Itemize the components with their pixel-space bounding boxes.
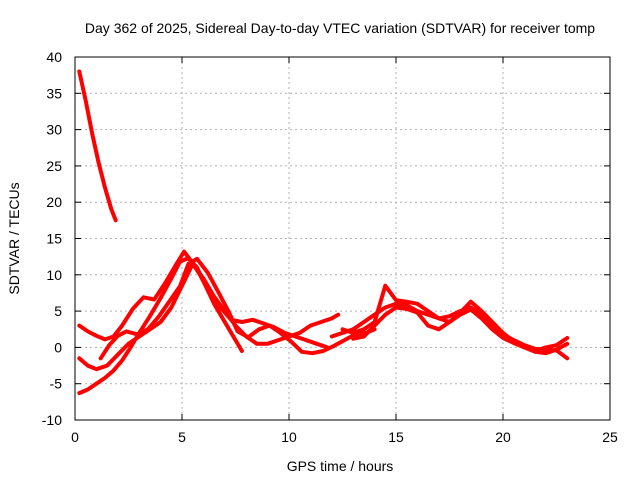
- y-tick-label: 40: [46, 49, 62, 65]
- y-tick-label: 25: [46, 158, 62, 174]
- y-tick-label: 30: [46, 122, 62, 138]
- y-tick-label: 5: [54, 303, 62, 319]
- y-tick-label: -5: [50, 376, 63, 392]
- series-track-3: [77, 261, 341, 372]
- x-tick-label: 0: [71, 429, 79, 445]
- x-tick-label: 10: [281, 429, 297, 445]
- series-track-5: [98, 256, 377, 361]
- x-axis-label: GPS time / hours: [287, 458, 394, 474]
- x-tick-label: 25: [602, 429, 618, 445]
- x-tick-label: 20: [495, 429, 511, 445]
- chart-title: Day 362 of 2025, Sidereal Day-to-day VTE…: [85, 20, 595, 36]
- series-track-8: [351, 305, 570, 356]
- y-tick-label: 20: [46, 194, 62, 210]
- y-tick-label: -10: [42, 412, 62, 428]
- grid-lines: [75, 57, 610, 420]
- y-tick-label: 0: [54, 339, 62, 355]
- y-tick-label: 10: [46, 267, 62, 283]
- series-track-2: [77, 256, 244, 396]
- data-series: [77, 69, 570, 396]
- series-track-4: [77, 249, 330, 350]
- y-tick-label: 15: [46, 231, 62, 247]
- y-axis-label: SDTVAR / TECUs: [6, 182, 22, 294]
- series-track-1: [77, 69, 118, 223]
- y-tick-label: 35: [46, 85, 62, 101]
- axis-ticks: 0 5 10 15 20 25 -10 -5 0 5 10 15 20 25 30 35 40: [42, 49, 618, 445]
- x-tick-label: 5: [178, 429, 186, 445]
- x-tick-label: 15: [388, 429, 404, 445]
